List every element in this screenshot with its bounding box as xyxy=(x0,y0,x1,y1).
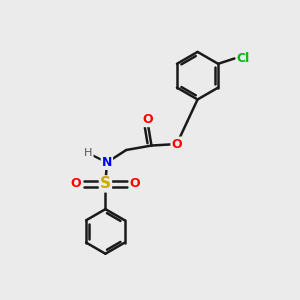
Text: O: O xyxy=(171,138,182,151)
Text: N: N xyxy=(102,156,112,169)
Text: S: S xyxy=(100,176,111,191)
Text: H: H xyxy=(84,148,93,158)
Text: O: O xyxy=(142,113,153,126)
Text: O: O xyxy=(70,177,81,190)
Text: O: O xyxy=(130,177,140,190)
Text: Cl: Cl xyxy=(237,52,250,65)
